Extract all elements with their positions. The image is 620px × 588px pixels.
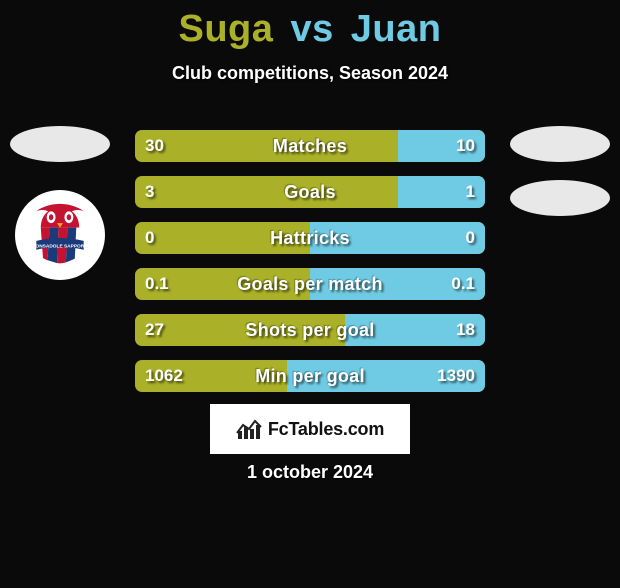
branding-text: FcTables.com xyxy=(268,419,384,440)
stat-value-right: 10 xyxy=(446,130,485,162)
stat-value-right: 0 xyxy=(456,222,485,254)
stat-label: Goals per match xyxy=(135,268,485,300)
stat-bar: Hattricks0 0 xyxy=(135,222,485,254)
subtitle: Club competitions, Season 2024 xyxy=(0,63,620,84)
stat-value-left: 3 xyxy=(135,176,164,208)
stat-label: Shots per goal xyxy=(135,314,485,346)
player2-avatar-placeholder xyxy=(510,126,610,162)
stat-label: Goals xyxy=(135,176,485,208)
stat-bar: Goals3 1 xyxy=(135,176,485,208)
consadole-sapporo-badge-icon: CONSADOLE SAPPORO xyxy=(23,198,97,272)
right-column xyxy=(510,126,610,216)
stat-value-left: 1062 xyxy=(135,360,193,392)
player1-club-badge: CONSADOLE SAPPORO xyxy=(15,190,105,280)
stats-bars: Matches30 10 Goals3 1 Hattricks0 0 Goals per m… xyxy=(135,130,485,392)
branding-box: FcTables.com xyxy=(210,404,410,454)
stat-bar: Shots per goal27 18 xyxy=(135,314,485,346)
svg-text:CONSADOLE SAPPORO: CONSADOLE SAPPORO xyxy=(32,244,88,250)
stat-value-left: 30 xyxy=(135,130,174,162)
player2-club-placeholder xyxy=(510,180,610,216)
stat-bar: Min per goal10621390 xyxy=(135,360,485,392)
stat-bar: Goals per match0.1 0.1 xyxy=(135,268,485,300)
stat-value-right: 1390 xyxy=(427,360,485,392)
left-column: CONSADOLE SAPPORO xyxy=(10,126,110,280)
stat-value-right: 0.1 xyxy=(441,268,485,300)
page-title: Suga vs Juan xyxy=(0,8,620,51)
bar-chart-icon xyxy=(236,419,262,439)
stat-label: Matches xyxy=(135,130,485,162)
stat-value-right: 18 xyxy=(446,314,485,346)
title-player2: Juan xyxy=(351,8,442,50)
stat-value-right: 1 xyxy=(456,176,485,208)
date-text: 1 october 2024 xyxy=(0,462,620,483)
stat-label: Hattricks xyxy=(135,222,485,254)
stat-value-left: 27 xyxy=(135,314,174,346)
title-vs: vs xyxy=(290,8,333,50)
stat-bar: Matches30 10 xyxy=(135,130,485,162)
player1-avatar-placeholder xyxy=(10,126,110,162)
stat-value-left: 0.1 xyxy=(135,268,179,300)
stat-value-left: 0 xyxy=(135,222,164,254)
title-player1: Suga xyxy=(178,8,273,50)
